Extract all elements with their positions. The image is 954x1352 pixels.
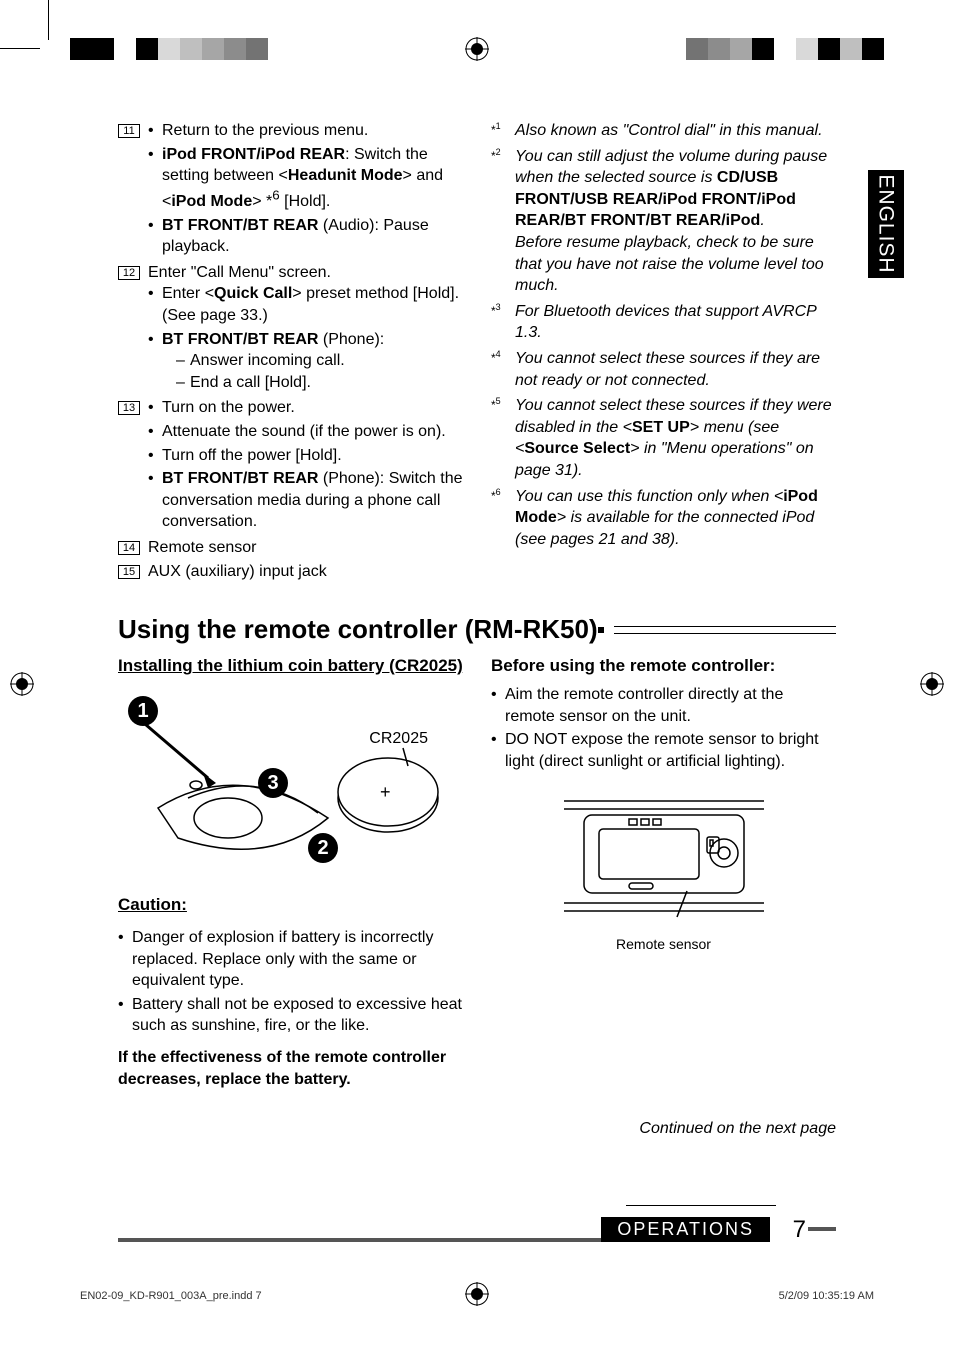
registration-mark-icon xyxy=(465,37,489,61)
list-item: iPod FRONT/iPod REAR: Switch the setting… xyxy=(148,144,463,213)
section-heading: Using the remote controller (RM-RK50) xyxy=(118,614,836,645)
remote-sensor-caption: Remote sensor xyxy=(559,935,769,954)
remote-sensor-diagram: Remote sensor xyxy=(559,783,769,954)
crop-mark xyxy=(0,48,40,49)
numbered-item: 12Enter "Call Menu" screen.Enter <Quick … xyxy=(118,262,463,396)
footnote: *1Also known as "Control dial" in this m… xyxy=(491,120,836,142)
section-heading-text: Using the remote controller (RM-RK50) xyxy=(118,614,598,645)
svg-text:+: + xyxy=(380,782,391,802)
operations-list-left: 11 Return to the previous menu.iPod FRONT… xyxy=(118,120,463,584)
list-item: Turn on the power. xyxy=(148,397,463,419)
footnote: *5You cannot select these sources if the… xyxy=(491,395,836,481)
install-column: Installing the lithium coin battery (CR2… xyxy=(118,655,463,1090)
list-item: Battery shall not be exposed to excessiv… xyxy=(118,994,463,1037)
footnote: *6You can use this function only when <i… xyxy=(491,486,836,551)
before-list: Aim the remote controller directly at th… xyxy=(491,684,836,772)
registration-mark-icon xyxy=(920,672,944,696)
footnotes-column: *1Also known as "Control dial" in this m… xyxy=(491,120,836,584)
registration-mark-icon xyxy=(10,672,34,696)
numbered-item: 15AUX (auxiliary) input jack xyxy=(118,561,463,583)
battery-install-diagram: + CR2025 1 2 3 xyxy=(118,688,458,878)
battery-type-label: CR2025 xyxy=(369,728,428,750)
language-tab-label: ENGLISH xyxy=(874,174,898,273)
item-number-box: 11 xyxy=(118,124,140,138)
before-use-column: Before using the remote controller: Aim … xyxy=(491,655,836,1090)
print-timestamp: 5/2/09 10:35:19 AM xyxy=(779,1290,874,1302)
list-item: Attenuate the sound (if the power is on)… xyxy=(148,421,463,443)
before-heading: Before using the remote controller: xyxy=(491,655,836,678)
print-metadata: EN02-09_KD-R901_003A_pre.indd 7 5/2/09 1… xyxy=(80,1290,874,1302)
caution-list: Danger of explosion if battery is incorr… xyxy=(118,927,463,1037)
list-item: Return to the previous menu. xyxy=(148,120,463,142)
list-item: BT FRONT/BT REAR (Phone):Answer incoming… xyxy=(148,329,463,394)
caution-heading: Caution: xyxy=(118,894,463,917)
item-number-box: 15 xyxy=(118,565,140,579)
item-number-box: 14 xyxy=(118,541,140,555)
list-item: Aim the remote controller directly at th… xyxy=(491,684,836,727)
step-badge-2: 2 xyxy=(308,833,338,863)
footnote: *4You cannot select these sources if the… xyxy=(491,348,836,391)
numbered-item: 11 Return to the previous menu.iPod FRONT… xyxy=(118,120,463,260)
print-filename: EN02-09_KD-R901_003A_pre.indd 7 xyxy=(80,1290,262,1302)
continued-note: Continued on the next page xyxy=(118,1120,836,1138)
item-number-box: 12 xyxy=(118,266,140,280)
top-registration-bar xyxy=(70,38,884,60)
step-badge-1: 1 xyxy=(128,696,158,726)
list-item: DO NOT expose the remote sensor to brigh… xyxy=(491,729,836,772)
footnote: *3For Bluetooth devices that support AVR… xyxy=(491,301,836,344)
item-number-box: 13 xyxy=(118,401,140,415)
crop-mark xyxy=(48,0,49,40)
step-badge-3: 3 xyxy=(258,768,288,798)
page-number: 7 xyxy=(793,1216,806,1244)
list-item: BT FRONT/BT REAR (Phone): Switch the con… xyxy=(148,468,463,533)
list-item: Enter <Quick Call> preset method [Hold].… xyxy=(148,283,463,326)
footer-section-label: OPERATIONS xyxy=(601,1217,770,1242)
effectiveness-note: If the effectiveness of the remote contr… xyxy=(118,1047,463,1090)
list-item: BT FRONT/BT REAR (Audio): Pause playback… xyxy=(148,215,463,258)
numbered-item: 14Remote sensor xyxy=(118,537,463,559)
list-item: Danger of explosion if battery is incorr… xyxy=(118,927,463,992)
language-tab: ENGLISH xyxy=(868,170,904,278)
page-footer: OPERATIONS 7 xyxy=(118,1212,836,1242)
footnote: *2You can still adjust the volume during… xyxy=(491,146,836,297)
install-heading: Installing the lithium coin battery (CR2… xyxy=(118,655,463,678)
numbered-item: 13 Turn on the power.Attenuate the sound … xyxy=(118,397,463,535)
list-item: Turn off the power [Hold]. xyxy=(148,445,463,467)
